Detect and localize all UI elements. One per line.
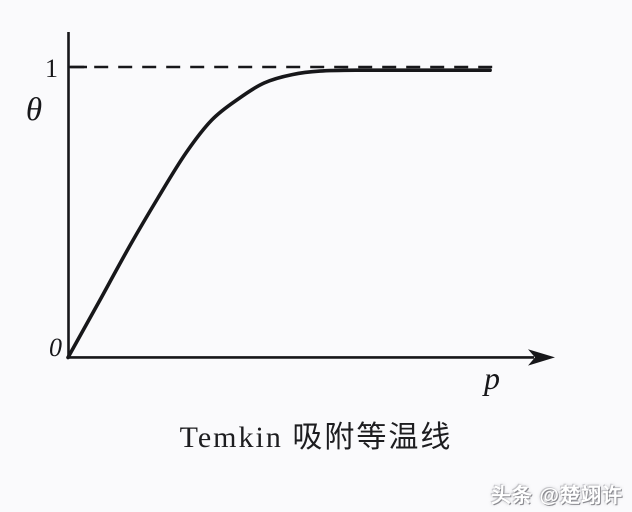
x-axis-label-p: p bbox=[484, 360, 500, 396]
figure-caption: Temkin 吸附等温线 bbox=[179, 421, 453, 454]
y-axis-label-theta: θ bbox=[25, 92, 43, 128]
isotherm-curve bbox=[66, 68, 492, 360]
x-axis-arrow-icon bbox=[528, 349, 555, 366]
toutiao-watermark: 头条 @楚翊许 bbox=[490, 485, 623, 507]
y-axis-tick-label-1: 1 bbox=[45, 54, 58, 83]
origin-tick-label-0: 0 bbox=[49, 333, 62, 362]
